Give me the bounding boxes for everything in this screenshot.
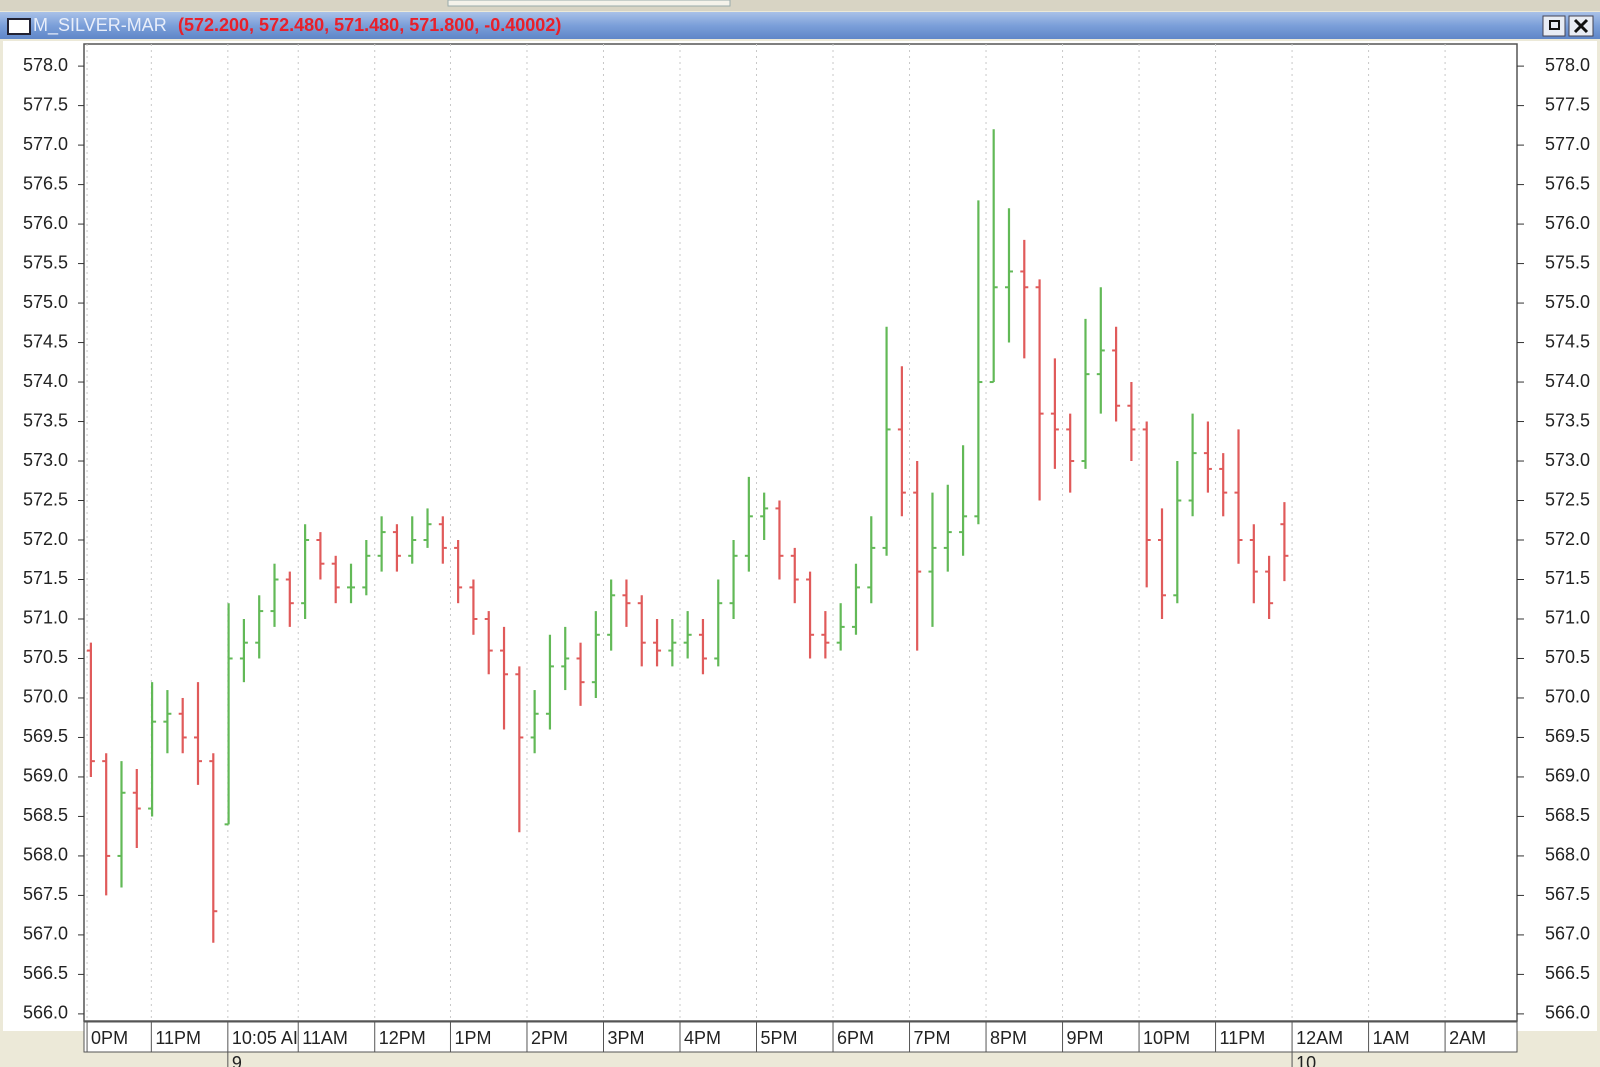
y-tick-label: 574.0	[23, 371, 68, 391]
y-tick-label: 577.5	[23, 94, 68, 114]
restore-icon	[1549, 20, 1560, 30]
y-tick-label-right: 572.5	[1545, 489, 1590, 509]
x-tick-label: 2AM	[1449, 1028, 1486, 1048]
date-label: 10	[1296, 1053, 1316, 1067]
x-tick-label: 2PM	[531, 1028, 568, 1048]
y-tick-label: 578.0	[23, 55, 68, 75]
y-tick-label: 576.0	[23, 213, 68, 233]
x-tick-label: 6PM	[837, 1028, 874, 1048]
y-tick-label-right: 569.5	[1545, 726, 1590, 746]
y-tick-label: 567.5	[23, 884, 68, 904]
x-tick-label: 11PM	[1220, 1028, 1266, 1048]
x-tick-label: 7PM	[914, 1028, 951, 1048]
y-tick-label-right: 566.0	[1545, 1003, 1590, 1023]
y-tick-label-right: 569.0	[1545, 766, 1590, 786]
y-tick-label-right: 575.5	[1545, 252, 1590, 272]
y-tick-label: 569.5	[23, 726, 68, 746]
y-tick-label: 571.0	[23, 608, 68, 628]
y-tick-label-right: 578.0	[1545, 55, 1590, 75]
date-label: 9	[232, 1053, 242, 1067]
y-tick-label: 574.5	[23, 331, 68, 351]
y-tick-label: 569.0	[23, 766, 68, 786]
y-tick-label-right: 576.0	[1545, 213, 1590, 233]
y-tick-label-right: 570.5	[1545, 647, 1590, 667]
y-tick-label: 576.5	[23, 173, 68, 193]
restore-button[interactable]	[1542, 15, 1566, 37]
y-tick-label: 572.5	[23, 489, 68, 509]
window-symbol: M_SILVER-MAR	[33, 15, 167, 36]
x-tick-label: 3PM	[607, 1028, 644, 1048]
close-icon	[1573, 18, 1589, 34]
y-tick-label: 573.0	[23, 450, 68, 470]
y-tick-label: 568.5	[23, 805, 68, 825]
y-tick-label-right: 573.5	[1545, 410, 1590, 430]
x-tick-label: 11PM	[155, 1028, 201, 1048]
y-tick-label: 577.0	[23, 134, 68, 154]
y-tick-label: 573.5	[23, 410, 68, 430]
y-tick-label-right: 576.5	[1545, 173, 1590, 193]
tab-strip	[0, 0, 1600, 11]
y-tick-label-right: 575.0	[1545, 292, 1590, 312]
window-icon	[7, 18, 31, 35]
y-tick-label: 570.5	[23, 647, 68, 667]
y-tick-label: 567.0	[23, 924, 68, 944]
y-tick-label: 572.0	[23, 529, 68, 549]
y-tick-label: 571.5	[23, 568, 68, 588]
x-tick-label: 8PM	[990, 1028, 1027, 1048]
x-tick-label: 5PM	[761, 1028, 798, 1048]
x-tick-label: 1PM	[454, 1028, 491, 1048]
y-tick-label: 575.0	[23, 292, 68, 312]
x-tick-label: 10PM	[1143, 1028, 1190, 1048]
y-tick-label-right: 570.0	[1545, 687, 1590, 707]
y-tick-label: 566.5	[23, 963, 68, 983]
y-tick-label-right: 571.0	[1545, 608, 1590, 628]
y-tick-label-right: 568.5	[1545, 805, 1590, 825]
y-tick-label-right: 567.5	[1545, 884, 1590, 904]
x-tick-label: 9PM	[1067, 1028, 1104, 1048]
x-tick-label: 4PM	[684, 1028, 721, 1048]
time-axis	[83, 1021, 1518, 1053]
y-tick-label-right: 574.0	[1545, 371, 1590, 391]
y-tick-label-right: 568.0	[1545, 845, 1590, 865]
y-tick-label-right: 567.0	[1545, 924, 1590, 944]
x-tick-label: 0PM	[91, 1028, 128, 1048]
y-tick-label: 568.0	[23, 845, 68, 865]
x-tick-label: 12PM	[379, 1028, 426, 1048]
tab[interactable]	[447, 0, 731, 7]
y-tick-label-right: 573.0	[1545, 450, 1590, 470]
y-tick-label-right: 572.0	[1545, 529, 1590, 549]
title-bar	[0, 12, 1600, 39]
y-tick-label-right: 566.5	[1545, 963, 1590, 983]
y-tick-label-right: 577.0	[1545, 134, 1590, 154]
x-tick-label: 11AM	[302, 1028, 348, 1048]
y-tick-label-right: 574.5	[1545, 331, 1590, 351]
y-tick-label-right: 577.5	[1545, 94, 1590, 114]
plot-area	[83, 43, 1518, 1022]
y-tick-label: 566.0	[23, 1003, 68, 1023]
x-tick-label: 12AM	[1296, 1028, 1343, 1048]
y-tick-label-right: 571.5	[1545, 568, 1590, 588]
y-tick-label: 575.5	[23, 252, 68, 272]
x-tick-label: 1AM	[1373, 1028, 1410, 1048]
x-tick-label: 10:05 AI	[232, 1028, 298, 1048]
window-quote: (572.200, 572.480, 571.480, 571.800, -0.…	[178, 15, 561, 35]
y-tick-label: 570.0	[23, 687, 68, 707]
